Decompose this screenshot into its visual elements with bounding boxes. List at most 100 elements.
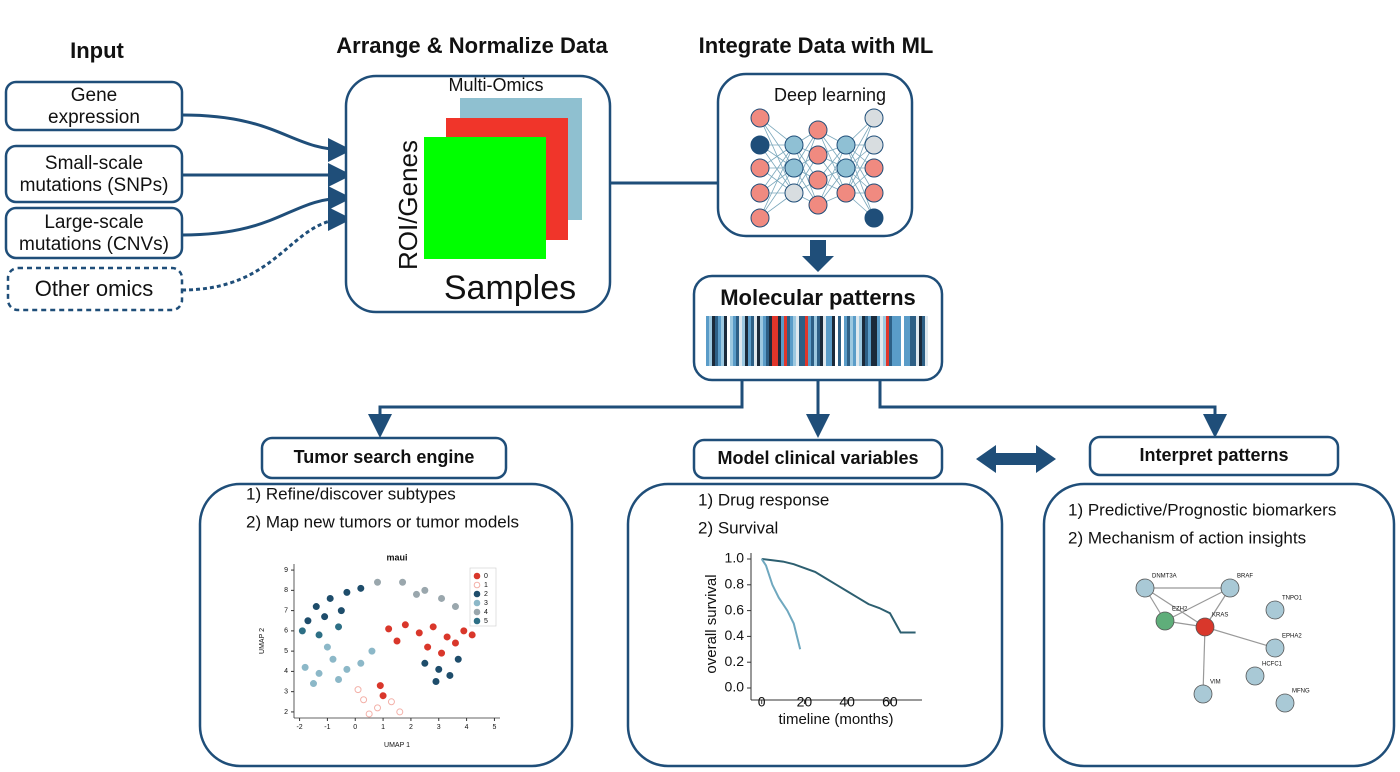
heat-cell [916, 316, 919, 366]
nn-node [808, 170, 828, 190]
heat-cell [790, 316, 793, 366]
point [415, 629, 423, 637]
point [451, 639, 459, 647]
heat-cell [820, 316, 823, 366]
heat-cell [919, 316, 922, 366]
heat-cell [802, 316, 805, 366]
network-edge [1164, 587, 1231, 622]
heat-cell [748, 316, 751, 366]
heat-cell [856, 316, 859, 366]
point [468, 631, 476, 639]
umap-plot: -2 -1 0 1 2 3 4 5 2 3 4 5 6 7 8 9 maui UMAP 1 UMAP 2 0 1 2 3 4 5 [259, 552, 500, 749]
panel-item: 1) Predictive/Prognostic biomarkers [1068, 500, 1336, 519]
y-tick-label: 0.2 [725, 653, 745, 669]
network-label: KRAS [1212, 613, 1228, 619]
point [374, 704, 382, 712]
point [401, 621, 409, 629]
input-label: Small-scale [45, 153, 143, 174]
heat-cell [775, 316, 778, 366]
heat-cell [868, 316, 871, 366]
y-tick-label: 7 [284, 607, 288, 614]
heat-cell [769, 316, 772, 366]
heat-cell [721, 316, 724, 366]
heat-cell [772, 316, 775, 366]
panel-item: 2) Survival [698, 518, 778, 537]
network-node [1275, 693, 1295, 713]
point [354, 686, 362, 694]
omics-layer [424, 137, 546, 259]
survival-plot: 0 20 40 60 0.0 0.2 0.4 0.6 0.8 1.0 timeline (month… [703, 550, 922, 728]
heat-cell [742, 316, 745, 366]
panel-title-box [260, 436, 508, 480]
legend-marker [473, 590, 481, 598]
network-label: DNMT3A [1152, 574, 1177, 580]
legend-label: 3 [484, 600, 488, 607]
nn-node [864, 158, 884, 178]
point [304, 617, 312, 625]
input-label: mutations (SNPs) [20, 175, 169, 196]
point [446, 671, 454, 679]
point [424, 643, 432, 651]
heat-cell [838, 316, 841, 366]
input-label: Large-scale [44, 212, 143, 233]
heat-cell [784, 316, 787, 366]
heat-cell [781, 316, 784, 366]
heat-cell [796, 316, 799, 366]
heat-cell [736, 316, 739, 366]
point [438, 649, 446, 657]
survival-curve [760, 558, 802, 650]
heat-cell [817, 316, 820, 366]
x-tick-label: 20 [797, 694, 813, 710]
heat-cell [847, 316, 850, 366]
point [374, 578, 382, 586]
point [393, 637, 401, 645]
nn-edge [759, 167, 795, 219]
point [396, 708, 404, 716]
double-arrow [976, 445, 1056, 473]
heat-cell [883, 316, 886, 366]
y-tick-label: 6 [284, 628, 288, 635]
y-tick-label: 0.4 [725, 627, 745, 643]
nn-node [750, 208, 770, 228]
point [385, 625, 393, 633]
patterns-title: Molecular patterns [720, 285, 916, 310]
legend-label: 1 [484, 582, 488, 589]
x-tick-label: 4 [465, 724, 469, 731]
heat-cell [799, 316, 802, 366]
heat-cell [730, 316, 733, 366]
ml-label: Deep learning [774, 85, 886, 105]
network: DNMT3A BRAF EZH2 KRAS TNPO1 EPHA2 HCFC1 VIM MFNG [1135, 574, 1310, 713]
heat-cell [706, 316, 709, 366]
heat-cell [922, 316, 925, 366]
nn-node [750, 158, 770, 178]
point [329, 655, 337, 663]
point [309, 680, 317, 688]
heat-cell [739, 316, 742, 366]
heat-cell [745, 316, 748, 366]
legend-marker [473, 599, 481, 607]
nn-node [836, 183, 856, 203]
legend-label: 0 [484, 573, 488, 580]
point [360, 696, 368, 704]
panel-title: Model clinical variables [717, 448, 918, 468]
heat-cell [727, 316, 730, 366]
point [357, 584, 365, 592]
panel-item: 1) Drug response [698, 490, 829, 509]
header: Integrate Data with ML [699, 33, 934, 58]
nn-edge [793, 144, 819, 206]
connector [878, 380, 1227, 438]
network-node [1265, 600, 1285, 620]
point [438, 594, 446, 602]
heat-cell [760, 316, 763, 366]
plot-title: maui [386, 552, 407, 562]
point [421, 586, 429, 594]
point [315, 669, 323, 677]
point [335, 623, 343, 631]
network-label: MFNG [1292, 689, 1310, 695]
heatmap [706, 316, 931, 366]
row-label: ROI/Genes [393, 140, 423, 270]
nn-edge [759, 144, 795, 219]
input-label: mutations (CNVs) [19, 234, 169, 255]
heat-cell [850, 316, 853, 366]
